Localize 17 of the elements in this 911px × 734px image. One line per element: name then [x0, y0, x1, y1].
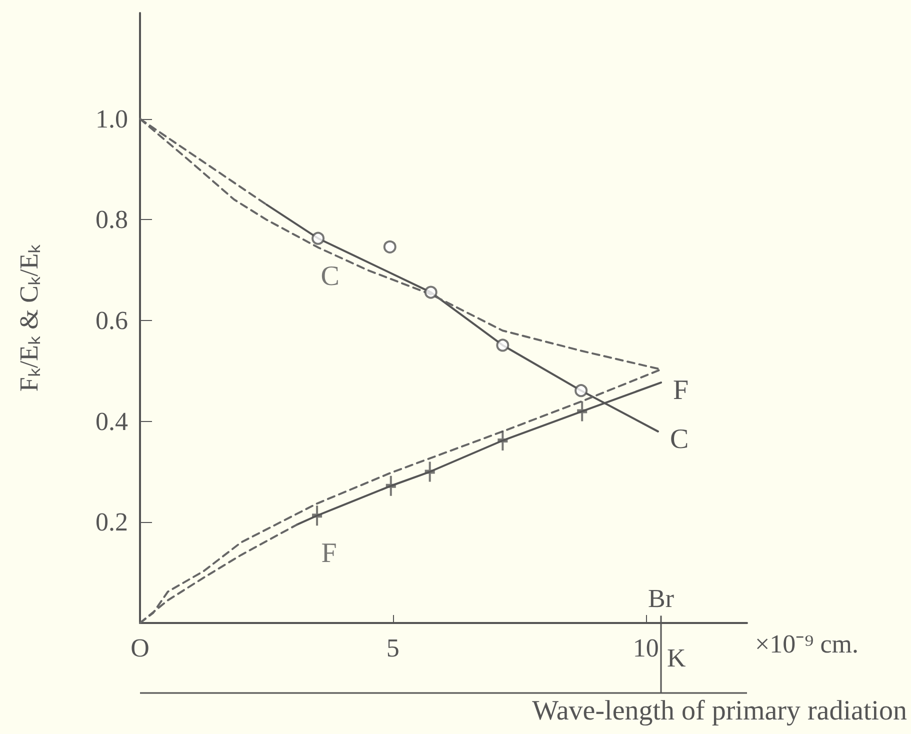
y-tick-label: 0.4 [96, 406, 128, 436]
x-tick-label: O [130, 634, 150, 662]
y-tick-label: 0.6 [96, 306, 128, 336]
ref-line-label: Br [648, 584, 674, 614]
y-tick-label: 0.8 [96, 205, 128, 234]
x-tick-label: 10 [632, 634, 659, 662]
text: K [667, 644, 686, 672]
y-tick-label: 1.0 [96, 104, 128, 134]
series-label: C [670, 424, 689, 455]
text: ×10⁻⁹ cm. [755, 630, 858, 658]
annotation: C [320, 260, 340, 292]
series-label: F [673, 375, 689, 406]
y-tick-label: 0.2 [96, 508, 128, 537]
x-axis-title: Wave-length of primary radiation [532, 696, 907, 726]
x-tick-label: 5 [386, 634, 400, 662]
y-axis-title: Fₖ/Eₖ & Cₖ/Eₖ [14, 244, 44, 392]
annotation: F [321, 538, 337, 570]
